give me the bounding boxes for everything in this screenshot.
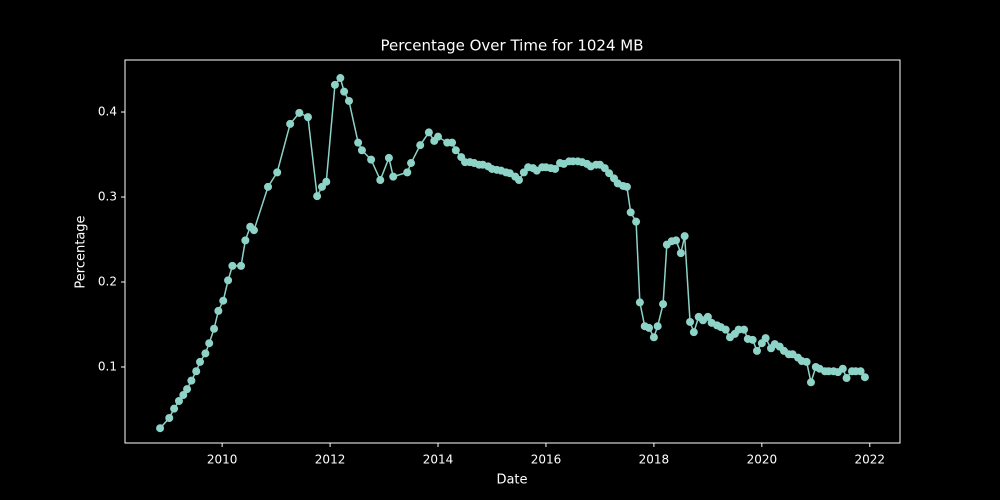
data-point <box>179 391 188 400</box>
data-point <box>174 397 183 406</box>
data-point <box>344 96 353 105</box>
axes-frame <box>124 59 901 444</box>
data-point <box>384 153 393 162</box>
data-point <box>237 261 246 270</box>
data-point <box>249 226 258 235</box>
x-tick-label: 2014 <box>423 453 454 467</box>
data-point <box>416 141 425 150</box>
data-point <box>645 323 654 332</box>
data-point <box>196 357 205 366</box>
data-point <box>273 168 282 177</box>
data-point <box>632 217 641 226</box>
data-point <box>313 192 322 201</box>
data-point <box>389 172 398 181</box>
data-point <box>214 306 223 315</box>
data-point <box>676 249 685 258</box>
data-point <box>219 296 228 305</box>
data-point <box>842 374 851 383</box>
data-line <box>159 76 866 429</box>
chart-title: Percentage Over Time for 1024 MB <box>380 37 643 55</box>
data-point <box>354 138 363 147</box>
data-point <box>605 169 614 178</box>
data-point <box>689 328 698 337</box>
data-point <box>703 312 712 321</box>
data-point <box>187 376 196 385</box>
data-point <box>653 322 662 331</box>
x-tick-label: 2016 <box>531 453 562 467</box>
data-point <box>448 138 457 147</box>
y-tick-label: 0.4 <box>98 105 117 119</box>
data-point <box>295 108 304 117</box>
data-point <box>838 364 847 373</box>
data-point <box>680 232 689 241</box>
data-point <box>303 113 312 122</box>
data-point <box>403 168 412 177</box>
x-tick-label: 2022 <box>855 453 886 467</box>
data-point <box>340 87 349 96</box>
data-point <box>201 349 210 358</box>
data-point <box>205 339 214 348</box>
data-point <box>635 298 644 307</box>
data-point <box>551 164 560 173</box>
data-point <box>322 177 331 186</box>
data-point <box>802 357 811 366</box>
data-point <box>622 182 631 191</box>
data-point <box>752 346 761 355</box>
data-point <box>856 367 865 376</box>
data-point <box>451 146 460 155</box>
data-point <box>407 159 416 168</box>
x-tick-label: 2020 <box>747 453 778 467</box>
data-point <box>264 182 273 191</box>
y-axis-label: Percentage <box>74 215 89 288</box>
data-point <box>761 334 770 343</box>
data-point <box>330 80 339 89</box>
data-point <box>228 261 237 270</box>
x-axis-label: Date <box>496 473 527 488</box>
data-point <box>434 132 443 141</box>
data-point <box>165 414 174 423</box>
data-point <box>210 324 219 333</box>
data-point <box>740 325 749 334</box>
data-point <box>241 236 250 245</box>
data-point <box>183 385 192 394</box>
data-point <box>659 300 668 309</box>
data-point <box>192 367 201 376</box>
data-point <box>286 119 295 128</box>
data-point <box>806 378 815 387</box>
data-point <box>748 335 757 344</box>
x-tick-label: 2018 <box>639 453 670 467</box>
data-point <box>424 128 433 137</box>
data-point <box>170 404 179 413</box>
data-point <box>224 276 233 285</box>
y-tick-label: 0.2 <box>98 275 117 289</box>
data-point <box>686 317 695 326</box>
data-point <box>367 155 376 164</box>
data-point <box>357 146 366 155</box>
data-point <box>626 208 635 217</box>
data-point <box>156 424 165 433</box>
y-tick-label: 0.3 <box>98 190 117 204</box>
data-point <box>336 74 345 83</box>
data-point <box>721 325 730 334</box>
x-tick-label: 2010 <box>207 453 238 467</box>
data-point <box>672 236 681 245</box>
data-point <box>514 176 523 185</box>
y-tick-label: 0.1 <box>98 360 117 374</box>
data-point <box>860 373 869 382</box>
data-point <box>649 333 658 342</box>
data-point <box>376 176 385 185</box>
x-tick-label: 2012 <box>315 453 346 467</box>
